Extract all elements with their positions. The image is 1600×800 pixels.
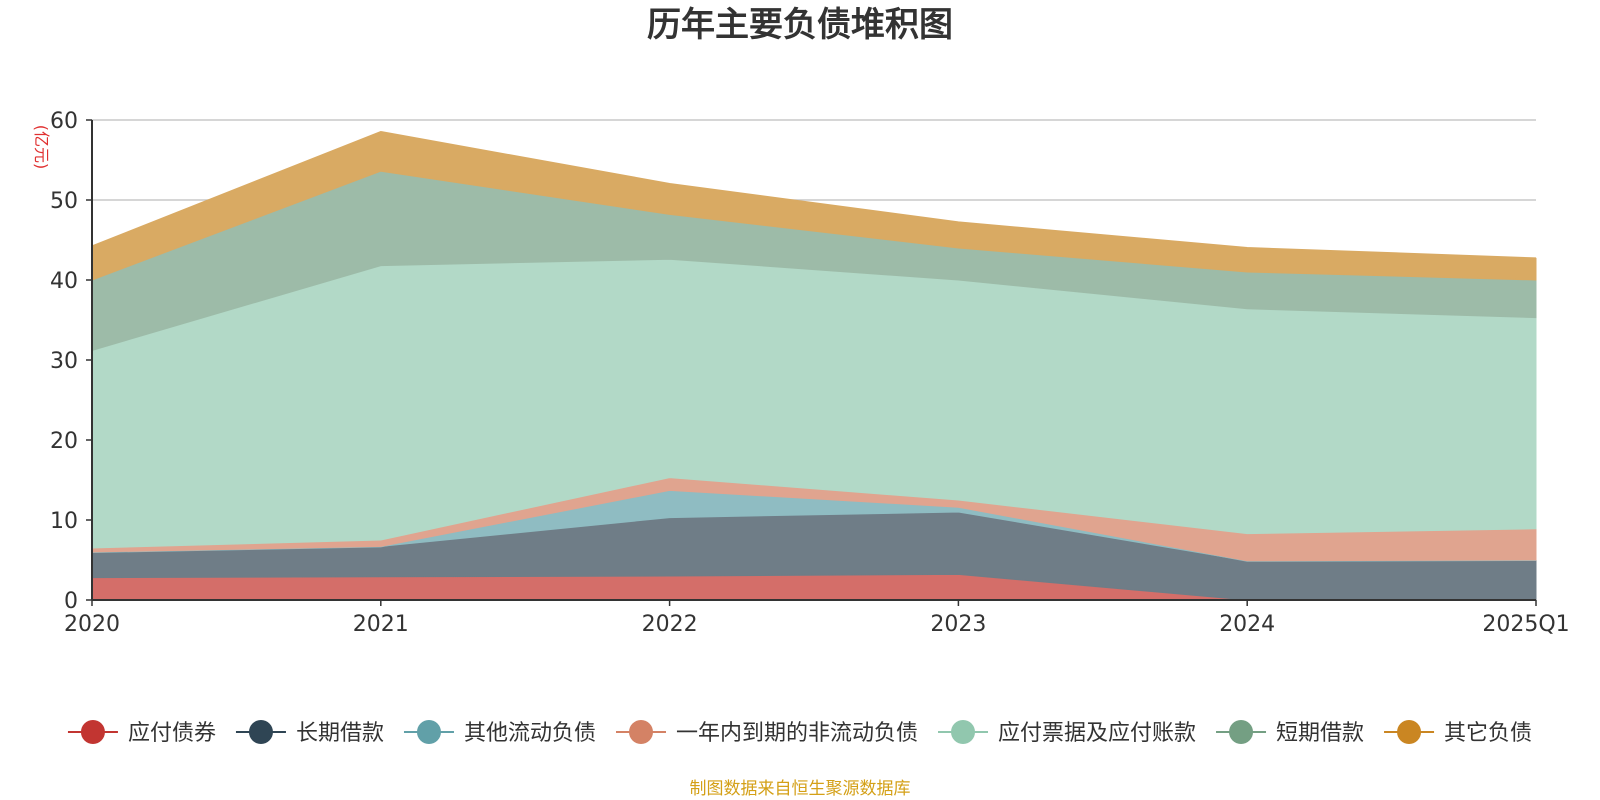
legend[interactable]: 应付债券 长期借款 其他流动负债 一年内到期的非流动负债 应付票据及应付账款 短期借款 其它… — [67, 720, 1532, 746]
y-tick-label: 0 — [64, 589, 78, 614]
legend-label: 应付票据及应付账款 — [998, 721, 1196, 746]
legend-item-6[interactable]: 其它负债 — [1384, 720, 1532, 746]
legend-circle-marker — [951, 720, 976, 744]
y-axis-unit-label: (亿元) — [32, 125, 51, 170]
y-tick-label: 10 — [50, 509, 78, 534]
legend-item-0[interactable]: 应付债券 — [67, 720, 216, 746]
legend-label: 其它负债 — [1444, 721, 1532, 746]
legend-item-1[interactable]: 长期借款 — [235, 720, 384, 746]
source-note: 制图数据来自恒生聚源数据库 — [690, 779, 911, 799]
x-tick-label: 2025Q1 — [1482, 612, 1569, 637]
legend-circle-marker — [416, 720, 441, 744]
y-tick-label: 60 — [50, 109, 78, 134]
legend-label: 其他流动负债 — [464, 721, 596, 746]
y-tick-label: 20 — [50, 429, 78, 454]
y-tick-label: 30 — [50, 349, 78, 374]
x-tick-label: 2023 — [930, 612, 986, 637]
legend-item-5[interactable]: 短期借款 — [1216, 720, 1364, 746]
legend-label: 长期借款 — [296, 721, 384, 746]
legend-item-4[interactable]: 应付票据及应付账款 — [938, 720, 1196, 746]
legend-circle-marker — [628, 720, 653, 744]
axes: 0 10 20 30 40 50 60 2020 2021 2022 2023 2024 2025Q1 — [50, 109, 1570, 637]
x-tick-label: 2020 — [64, 612, 120, 637]
x-tick-label: 2021 — [353, 612, 409, 637]
legend-circle-marker — [80, 720, 105, 744]
chart-title: 历年主要负债堆积图 — [647, 5, 953, 45]
legend-label: 短期借款 — [1276, 721, 1364, 746]
x-tick-label: 2022 — [642, 612, 698, 637]
y-tick-label: 50 — [50, 189, 78, 214]
legend-circle-marker — [1397, 720, 1422, 744]
stacked-areas — [91, 130, 1537, 601]
x-tick-label: 2024 — [1219, 612, 1275, 637]
legend-circle-marker — [1229, 720, 1254, 744]
legend-item-2[interactable]: 其他流动负债 — [403, 720, 596, 746]
legend-item-3[interactable]: 一年内到期的非流动负债 — [615, 720, 918, 746]
y-tick-label: 40 — [50, 269, 78, 294]
legend-circle-marker — [248, 720, 273, 744]
legend-label: 一年内到期的非流动负债 — [676, 721, 918, 746]
legend-label: 应付债券 — [128, 721, 216, 746]
area-edge-6 — [91, 130, 1537, 260]
